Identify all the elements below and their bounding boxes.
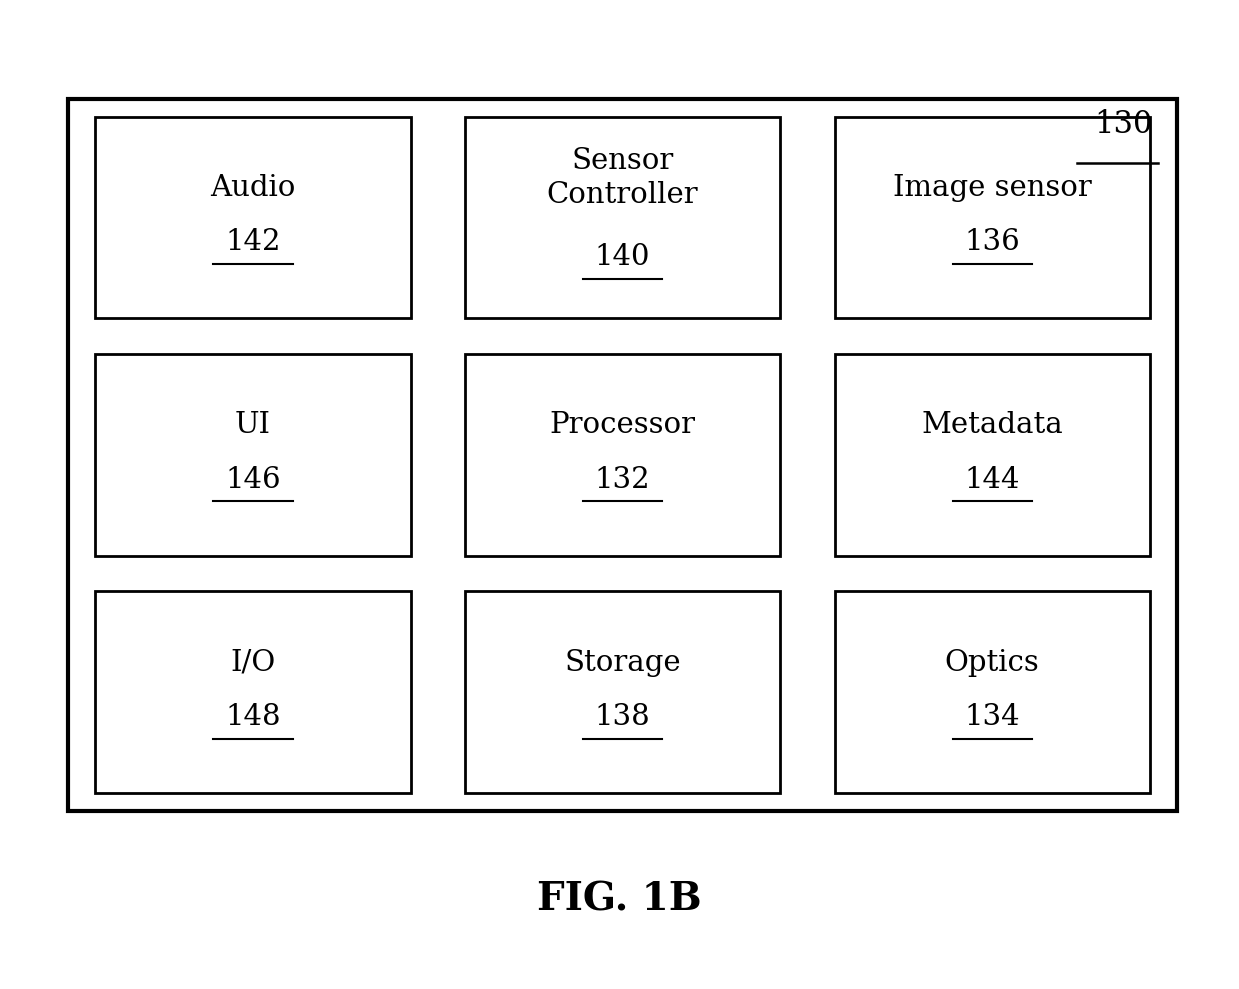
- Text: 144: 144: [964, 466, 1020, 494]
- Text: Audio: Audio: [211, 174, 296, 202]
- Text: Metadata: Metadata: [922, 411, 1063, 439]
- Bar: [95, 354, 410, 556]
- Text: 140: 140: [595, 243, 650, 271]
- Text: UI: UI: [235, 411, 271, 439]
- Bar: [465, 354, 781, 556]
- Text: 130: 130: [1094, 109, 1152, 139]
- Bar: [835, 354, 1150, 556]
- Text: Sensor
Controller: Sensor Controller: [546, 146, 699, 210]
- Text: Storage: Storage: [564, 649, 681, 676]
- Text: 132: 132: [595, 466, 650, 494]
- Text: 148: 148: [225, 703, 281, 731]
- Text: Optics: Optics: [945, 649, 1040, 676]
- Bar: [68, 99, 1177, 811]
- Text: I/O: I/O: [230, 649, 275, 676]
- Text: FIG. 1B: FIG. 1B: [538, 881, 701, 919]
- Bar: [95, 591, 410, 793]
- Text: Processor: Processor: [550, 411, 695, 439]
- Text: 142: 142: [225, 228, 281, 256]
- Text: 134: 134: [964, 703, 1020, 731]
- Text: 138: 138: [595, 703, 650, 731]
- Bar: [835, 117, 1150, 318]
- Text: 136: 136: [964, 228, 1020, 256]
- Bar: [465, 117, 781, 318]
- Text: 146: 146: [225, 466, 281, 494]
- Bar: [95, 117, 410, 318]
- Bar: [835, 591, 1150, 793]
- Bar: [465, 591, 781, 793]
- Text: Image sensor: Image sensor: [893, 174, 1092, 202]
